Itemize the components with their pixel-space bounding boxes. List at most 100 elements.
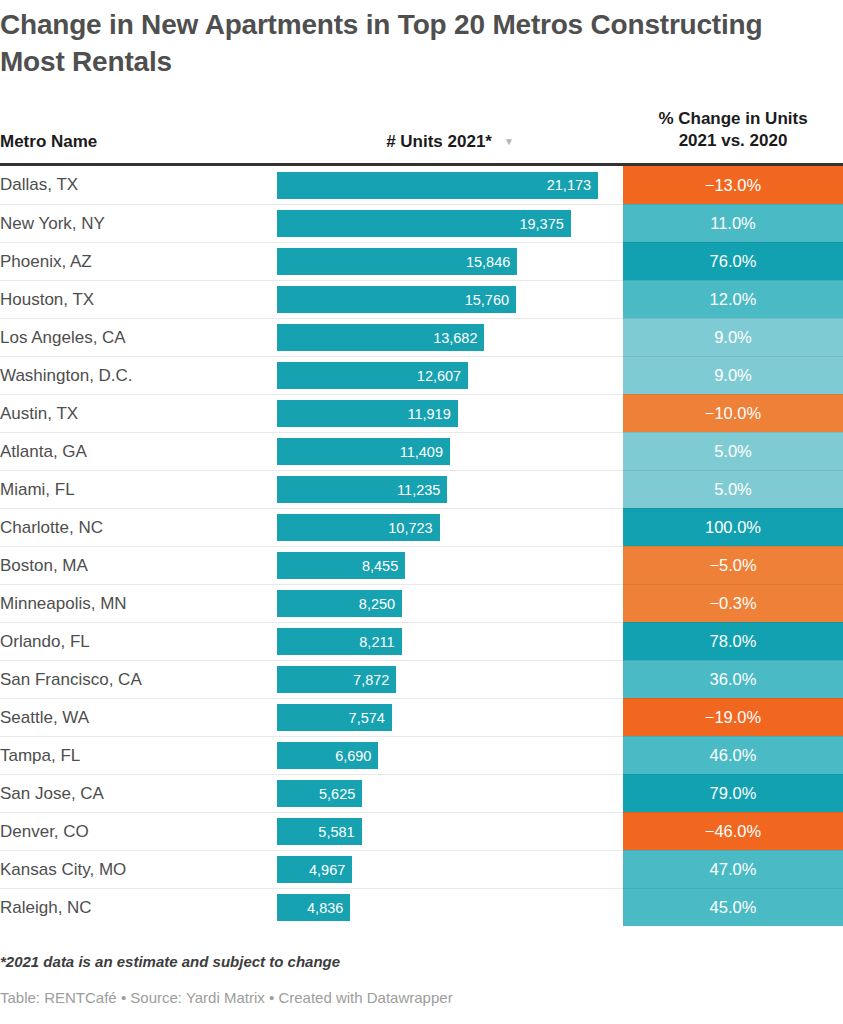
- change-cell: 45.0%: [623, 888, 843, 926]
- units-value: 8,455: [362, 558, 398, 574]
- table-row: Minneapolis, MN 8,250 −0.3%: [0, 584, 843, 622]
- metro-name: Tampa, FL: [0, 736, 277, 774]
- units-bar: 13,682: [277, 324, 484, 351]
- units-bar: 11,919: [277, 400, 458, 427]
- units-bar-cell: 11,235: [277, 470, 623, 508]
- units-bar: 8,250: [277, 590, 402, 617]
- table-row: Boston, MA 8,455 −5.0%: [0, 546, 843, 584]
- units-bar-cell: 12,607: [277, 356, 623, 394]
- units-bar-cell: 15,760: [277, 280, 623, 318]
- units-value: 8,250: [359, 596, 395, 612]
- change-cell: 9.0%: [623, 356, 843, 394]
- column-header-percent-change-line1: % Change in Units: [623, 108, 843, 130]
- change-value: 45.0%: [710, 898, 757, 917]
- change-value: −19.0%: [705, 708, 761, 727]
- table-row: San Jose, CA 5,625 79.0%: [0, 774, 843, 812]
- units-bar: 5,625: [277, 780, 362, 807]
- footnote: *2021 data is an estimate and subject to…: [0, 953, 843, 970]
- metro-name: Washington, D.C.: [0, 356, 277, 394]
- change-value: 78.0%: [710, 632, 757, 651]
- table-row: Washington, D.C. 12,607 9.0%: [0, 356, 843, 394]
- change-cell: −10.0%: [623, 394, 843, 432]
- units-bar-cell: 21,173: [277, 166, 623, 204]
- change-cell: 78.0%: [623, 622, 843, 660]
- units-bar-cell: 11,409: [277, 432, 623, 470]
- units-bar-cell: 15,846: [277, 242, 623, 280]
- table-row: Houston, TX 15,760 12.0%: [0, 280, 843, 318]
- table-row: Phoenix, AZ 15,846 76.0%: [0, 242, 843, 280]
- units-bar: 8,455: [277, 552, 405, 579]
- units-bar: 6,690: [277, 742, 378, 769]
- change-cell: 11.0%: [623, 204, 843, 242]
- metro-name: Kansas City, MO: [0, 850, 277, 888]
- chart-title: Change in New Apartments in Top 20 Metro…: [0, 0, 800, 80]
- units-bar-cell: 5,625: [277, 774, 623, 812]
- metro-name: Orlando, FL: [0, 622, 277, 660]
- units-bar: 10,723: [277, 514, 440, 541]
- change-value: 76.0%: [710, 252, 757, 271]
- metro-name: Austin, TX: [0, 394, 277, 432]
- change-value: 12.0%: [710, 290, 757, 309]
- metro-name: Boston, MA: [0, 546, 277, 584]
- table-row: Los Angeles, CA 13,682 9.0%: [0, 318, 843, 356]
- units-value: 11,919: [407, 406, 450, 422]
- units-value: 13,682: [433, 330, 477, 346]
- change-cell: 76.0%: [623, 242, 843, 280]
- change-cell: −5.0%: [623, 546, 843, 584]
- metro-name: Dallas, TX: [0, 166, 277, 204]
- metro-name: New York, NY: [0, 204, 277, 242]
- column-header-percent-change-line2: 2021 vs. 2020: [623, 130, 843, 152]
- units-bar-cell: 10,723: [277, 508, 623, 546]
- metro-name: Phoenix, AZ: [0, 242, 277, 280]
- units-value: 15,846: [466, 254, 510, 270]
- units-bar-cell: 6,690: [277, 736, 623, 774]
- change-value: 36.0%: [710, 670, 757, 689]
- units-value: 21,173: [547, 177, 591, 193]
- change-value: 79.0%: [710, 784, 757, 803]
- units-bar-cell: 13,682: [277, 318, 623, 356]
- metro-name: Raleigh, NC: [0, 888, 277, 926]
- table-row: Tampa, FL 6,690 46.0%: [0, 736, 843, 774]
- units-bar: 11,235: [277, 476, 447, 503]
- units-value: 4,836: [307, 900, 343, 916]
- change-cell: −0.3%: [623, 584, 843, 622]
- units-bar: 12,607: [277, 362, 468, 389]
- change-value: 47.0%: [710, 860, 757, 879]
- units-value: 10,723: [388, 520, 432, 536]
- change-cell: 9.0%: [623, 318, 843, 356]
- units-bar: 15,760: [277, 286, 516, 313]
- change-cell: 79.0%: [623, 774, 843, 812]
- table-row: Dallas, TX 21,173 −13.0%: [0, 166, 843, 204]
- change-value: 100.0%: [705, 518, 761, 537]
- units-value: 6,690: [335, 748, 371, 764]
- units-value: 15,760: [465, 292, 509, 308]
- table-header-row: Metro Name # Units 2021*▼ % Change in Un…: [0, 108, 843, 166]
- change-cell: 46.0%: [623, 736, 843, 774]
- column-header-units-sort-control[interactable]: # Units 2021*▼: [277, 132, 623, 152]
- metro-name: Minneapolis, MN: [0, 584, 277, 622]
- change-cell: −13.0%: [623, 166, 843, 204]
- metro-name: San Francisco, CA: [0, 660, 277, 698]
- units-bar: 15,846: [277, 248, 517, 275]
- units-bar-cell: 8,250: [277, 584, 623, 622]
- units-value: 7,872: [353, 672, 389, 688]
- units-bar-cell: 19,375: [277, 204, 623, 242]
- change-value: 9.0%: [714, 328, 752, 347]
- sort-descending-icon[interactable]: ▼: [504, 136, 514, 147]
- table-row: San Francisco, CA 7,872 36.0%: [0, 660, 843, 698]
- datawrapper-table-chart: Change in New Apartments in Top 20 Metro…: [0, 0, 843, 1024]
- change-cell: 47.0%: [623, 850, 843, 888]
- change-value: −5.0%: [709, 556, 756, 575]
- change-cell: 12.0%: [623, 280, 843, 318]
- units-bar-cell: 7,872: [277, 660, 623, 698]
- metro-name: Seattle, WA: [0, 698, 277, 736]
- units-bar-cell: 4,967: [277, 850, 623, 888]
- table-row: Charlotte, NC 10,723 100.0%: [0, 508, 843, 546]
- table-row: Raleigh, NC 4,836 45.0%: [0, 888, 843, 926]
- metro-name: Houston, TX: [0, 280, 277, 318]
- units-bar: 4,967: [277, 856, 352, 883]
- units-value: 11,409: [400, 444, 443, 460]
- units-bar-cell: 5,581: [277, 812, 623, 850]
- change-cell: −46.0%: [623, 812, 843, 850]
- units-bar: 5,581: [277, 818, 362, 845]
